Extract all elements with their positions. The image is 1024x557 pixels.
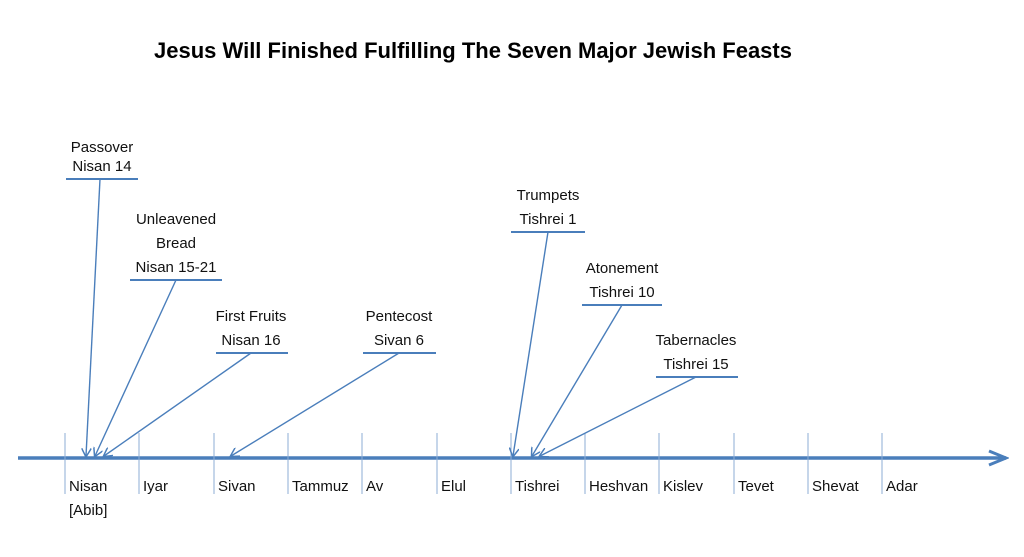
feast-date: Tishrei 10 xyxy=(589,284,654,301)
feast-marker: Unleavened Bread Nisan 15-21 xyxy=(95,211,222,456)
page-title: Jesus Will Finished Fulfilling The Seven… xyxy=(154,38,792,63)
feast-marker: Trumpets Tishrei 1 xyxy=(511,187,585,456)
feast-arrow xyxy=(86,178,101,456)
feast-layer: Passover Nisan 14 Unleavened Bread Nisan 15-… xyxy=(66,139,738,456)
feast-name: Trumpets xyxy=(517,187,580,204)
feast-arrow xyxy=(540,376,697,456)
feast-marker: Atonement Tishrei 10 xyxy=(532,260,662,456)
feast-marker: Tabernacles Tishrei 15 xyxy=(540,332,738,456)
feast-name: First Fruits xyxy=(216,308,287,325)
feast-date: Nisan 15-21 xyxy=(136,259,217,276)
month-label: Iyar xyxy=(143,478,168,495)
month-alt-label: [Abib] xyxy=(69,502,107,519)
month-label: Shevat xyxy=(812,478,860,495)
feast-marker: Pentecost Sivan 6 xyxy=(231,308,436,456)
feast-date: Nisan 16 xyxy=(221,332,280,349)
month-label: Tevet xyxy=(738,478,775,495)
feast-date: Tishrei 15 xyxy=(663,356,728,373)
month-label: Kislev xyxy=(663,478,704,495)
feast-marker: Passover Nisan 14 xyxy=(66,139,138,456)
month-label: Sivan xyxy=(218,478,256,495)
month-label: Tishrei xyxy=(515,478,559,495)
feast-date: Sivan 6 xyxy=(374,332,424,349)
month-label: Nisan xyxy=(69,478,107,495)
feast-name: Passover xyxy=(71,139,134,156)
feast-arrow xyxy=(104,352,252,456)
feast-name: Pentecost xyxy=(366,308,434,325)
feast-arrow xyxy=(532,304,623,456)
month-label: Heshvan xyxy=(589,478,648,495)
feast-name-line2: Bread xyxy=(156,235,196,252)
month-label: Elul xyxy=(441,478,466,495)
feast-date: Nisan 14 xyxy=(72,158,131,175)
feast-name: Unleavened xyxy=(136,211,216,228)
month-layer: Nisan [Abib] Iyar Sivan Tammuz Av Elul Tishrei H… xyxy=(64,433,918,519)
feast-arrow xyxy=(513,231,549,456)
feast-arrow xyxy=(95,279,177,456)
feast-name: Atonement xyxy=(586,260,659,277)
feast-name: Tabernacles xyxy=(656,332,737,349)
month-label: Tammuz xyxy=(292,478,349,495)
feast-arrow xyxy=(231,352,400,456)
feast-marker: First Fruits Nisan 16 xyxy=(104,308,288,456)
feast-date: Tishrei 1 xyxy=(520,211,577,228)
month-label: Adar xyxy=(886,478,918,495)
month-label: Av xyxy=(366,478,384,495)
